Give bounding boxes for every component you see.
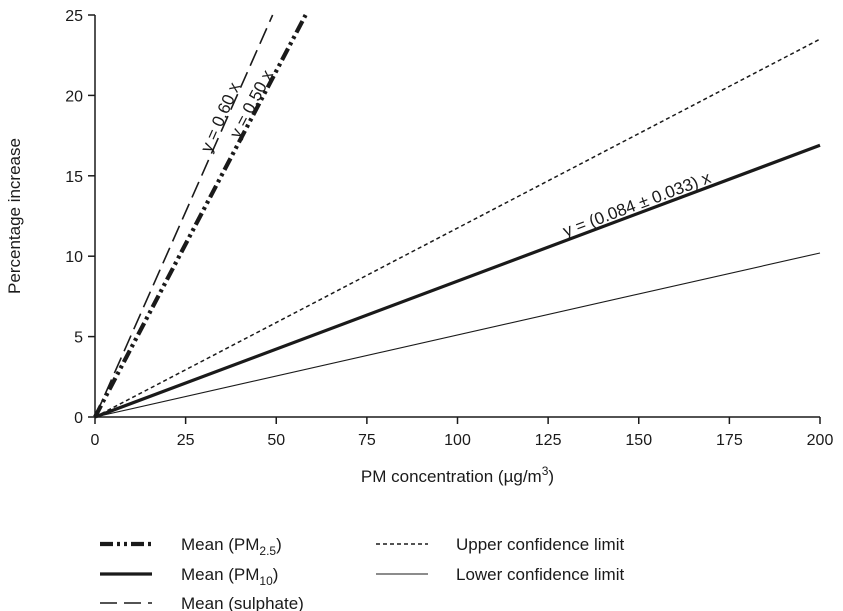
series-lines [93, 14, 821, 419]
y-tick-label: 20 [65, 88, 83, 105]
y-axis-ticks: 0 5 10 15 20 25 [65, 8, 95, 427]
x-tick-label: 200 [807, 432, 834, 449]
series-line-lower [94, 252, 821, 418]
legend-label-pm25: Mean (PM2.5) [181, 535, 282, 558]
axes: 0 5 10 15 20 25 0 25 50 75 100 125 150 175 200 [65, 8, 833, 449]
x-tick-label: 25 [177, 432, 195, 449]
x-tick-label: 75 [358, 432, 376, 449]
x-tick-label: 100 [444, 432, 471, 449]
x-tick-label: 0 [91, 432, 100, 449]
legend-label-pm10: Mean (PM10) [181, 565, 278, 588]
y-tick-label: 15 [65, 169, 83, 186]
series-line-pm25 [93, 14, 308, 418]
x-tick-label: 50 [267, 432, 285, 449]
y-axis-title: Percentage increase [5, 138, 24, 294]
y-tick-label: 25 [65, 8, 83, 25]
legend-label-sulphate: Mean (sulphate) [181, 594, 304, 611]
series-line-pm10 [94, 143, 821, 419]
x-tick-label: 125 [535, 432, 562, 449]
series-line-upper [94, 38, 821, 418]
x-tick-label: 150 [625, 432, 652, 449]
x-axis-title: PM concentration (µg/m3) [361, 464, 554, 486]
y-tick-label: 10 [65, 249, 83, 266]
x-tick-label: 175 [716, 432, 743, 449]
legend-label-upper: Upper confidence limit [456, 535, 624, 554]
legend-label-lower: Lower confidence limit [456, 565, 624, 584]
equation-annotations: y = 0.60 xy = 0.50 xy = (0.084 ± 0.033) … [197, 66, 714, 240]
legend: Mean (PM2.5) Mean (PM10) Mean (sulphate) Up… [100, 535, 624, 611]
y-tick-label: 0 [74, 410, 83, 427]
x-axis-ticks: 0 25 50 75 100 125 150 175 200 [91, 417, 834, 449]
series-line-sulphate [94, 14, 274, 418]
y-tick-label: 5 [74, 330, 83, 347]
equation-label: y = (0.084 ± 0.033) x [560, 168, 713, 241]
